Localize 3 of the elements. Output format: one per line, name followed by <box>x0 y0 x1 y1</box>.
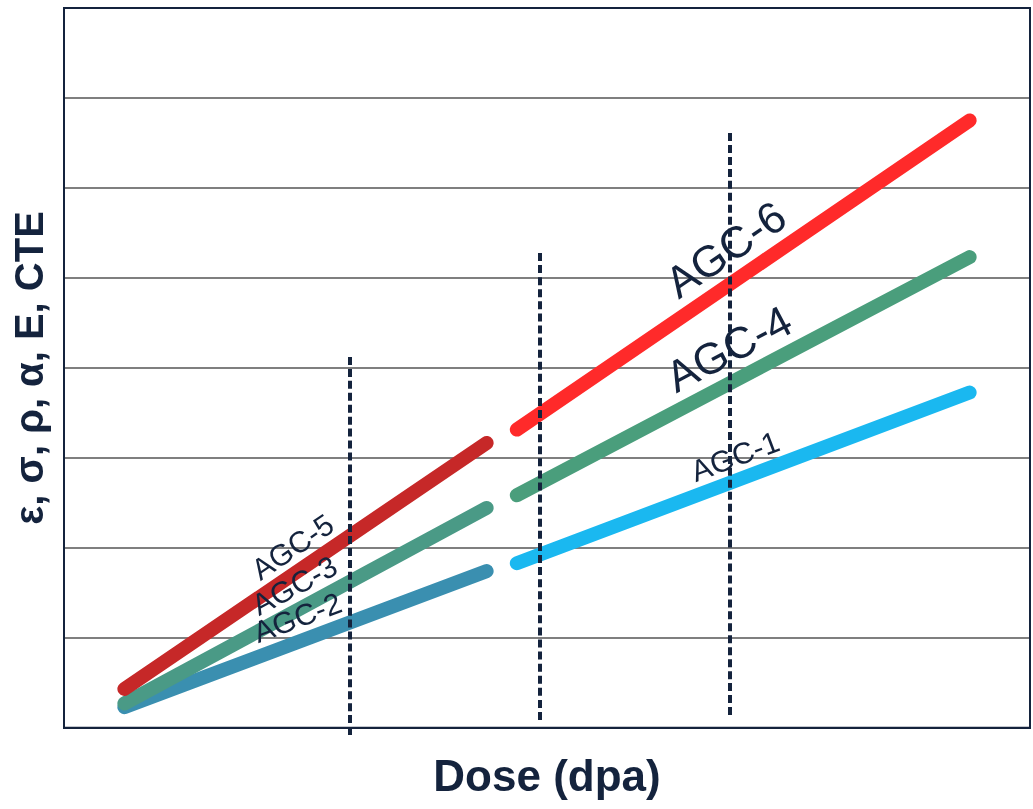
y-axis-title: ε, σ, ρ, α, E, CTE <box>7 211 52 525</box>
text: AGC-1 <box>686 424 784 488</box>
x-axis-title: Dose (dpa) <box>433 750 661 800</box>
